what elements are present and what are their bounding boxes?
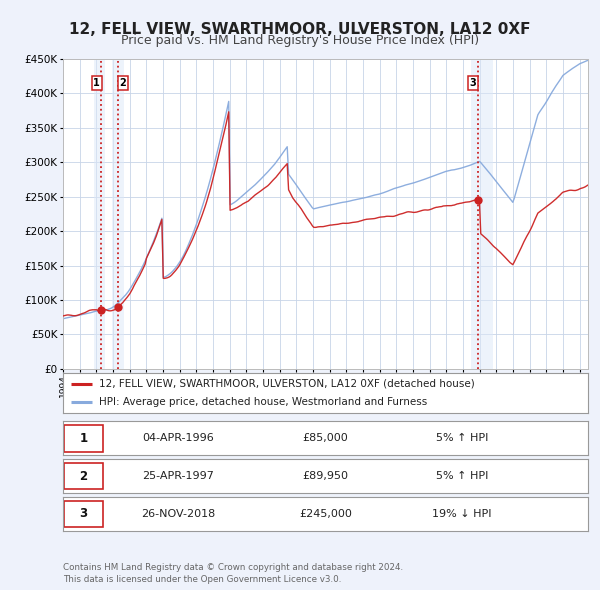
Text: £85,000: £85,000: [302, 434, 349, 443]
FancyBboxPatch shape: [64, 425, 103, 452]
Text: 1: 1: [79, 432, 88, 445]
Text: 5% ↑ HPI: 5% ↑ HPI: [436, 434, 488, 443]
Text: £245,000: £245,000: [299, 509, 352, 519]
Text: 04-APR-1996: 04-APR-1996: [143, 434, 214, 443]
Bar: [94, 59, 104, 369]
Text: 26-NOV-2018: 26-NOV-2018: [142, 509, 215, 519]
Text: 3: 3: [79, 507, 88, 520]
Text: 12, FELL VIEW, SWARTHMOOR, ULVERSTON, LA12 0XF (detached house): 12, FELL VIEW, SWARTHMOOR, ULVERSTON, LA…: [98, 379, 475, 389]
Text: 25-APR-1997: 25-APR-1997: [143, 471, 214, 481]
Text: 5% ↑ HPI: 5% ↑ HPI: [436, 471, 488, 481]
Text: 12, FELL VIEW, SWARTHMOOR, ULVERSTON, LA12 0XF: 12, FELL VIEW, SWARTHMOOR, ULVERSTON, LA…: [69, 22, 531, 37]
Text: £89,950: £89,950: [302, 471, 349, 481]
Text: Contains HM Land Registry data © Crown copyright and database right 2024.
This d: Contains HM Land Registry data © Crown c…: [63, 563, 403, 584]
Text: 3: 3: [470, 78, 476, 88]
Bar: [472, 59, 493, 369]
Text: 1: 1: [93, 78, 100, 88]
Text: HPI: Average price, detached house, Westmorland and Furness: HPI: Average price, detached house, West…: [98, 397, 427, 407]
Text: 19% ↓ HPI: 19% ↓ HPI: [432, 509, 492, 519]
FancyBboxPatch shape: [64, 463, 103, 490]
Text: 2: 2: [79, 470, 88, 483]
Text: 2: 2: [119, 78, 127, 88]
FancyBboxPatch shape: [64, 500, 103, 527]
Text: Price paid vs. HM Land Registry's House Price Index (HPI): Price paid vs. HM Land Registry's House …: [121, 34, 479, 47]
Bar: [112, 59, 124, 369]
